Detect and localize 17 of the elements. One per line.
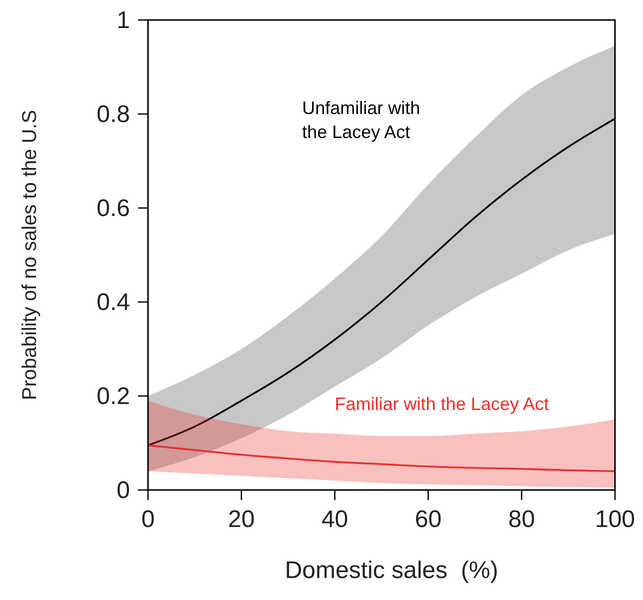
x-tick-label: 0 [141,506,155,533]
text: Unfamiliar with the Lacey Act [302,98,420,142]
y-tick-label: 0.8 [96,101,130,128]
y-axis-title: Probability of no sales to the U.S [19,110,41,400]
x-axis-title: Domestic sales (%) [284,557,498,584]
x-tick-label: 60 [414,506,442,533]
x-tick-label: 40 [321,506,348,533]
x-tick-label: 80 [508,506,535,533]
line-series [147,444,616,472]
y-tick-label: 0.6 [96,195,130,222]
x-tick-label: 100 [594,506,636,533]
y-tick-label: 0.2 [96,383,130,410]
y-tick-label: 1 [116,7,130,34]
y-tick-label: 0.4 [96,289,130,316]
text: Familiar with the Lacey Act [334,394,549,414]
x-tick-label: 20 [228,506,255,533]
y-tick-label: 0 [116,477,130,504]
